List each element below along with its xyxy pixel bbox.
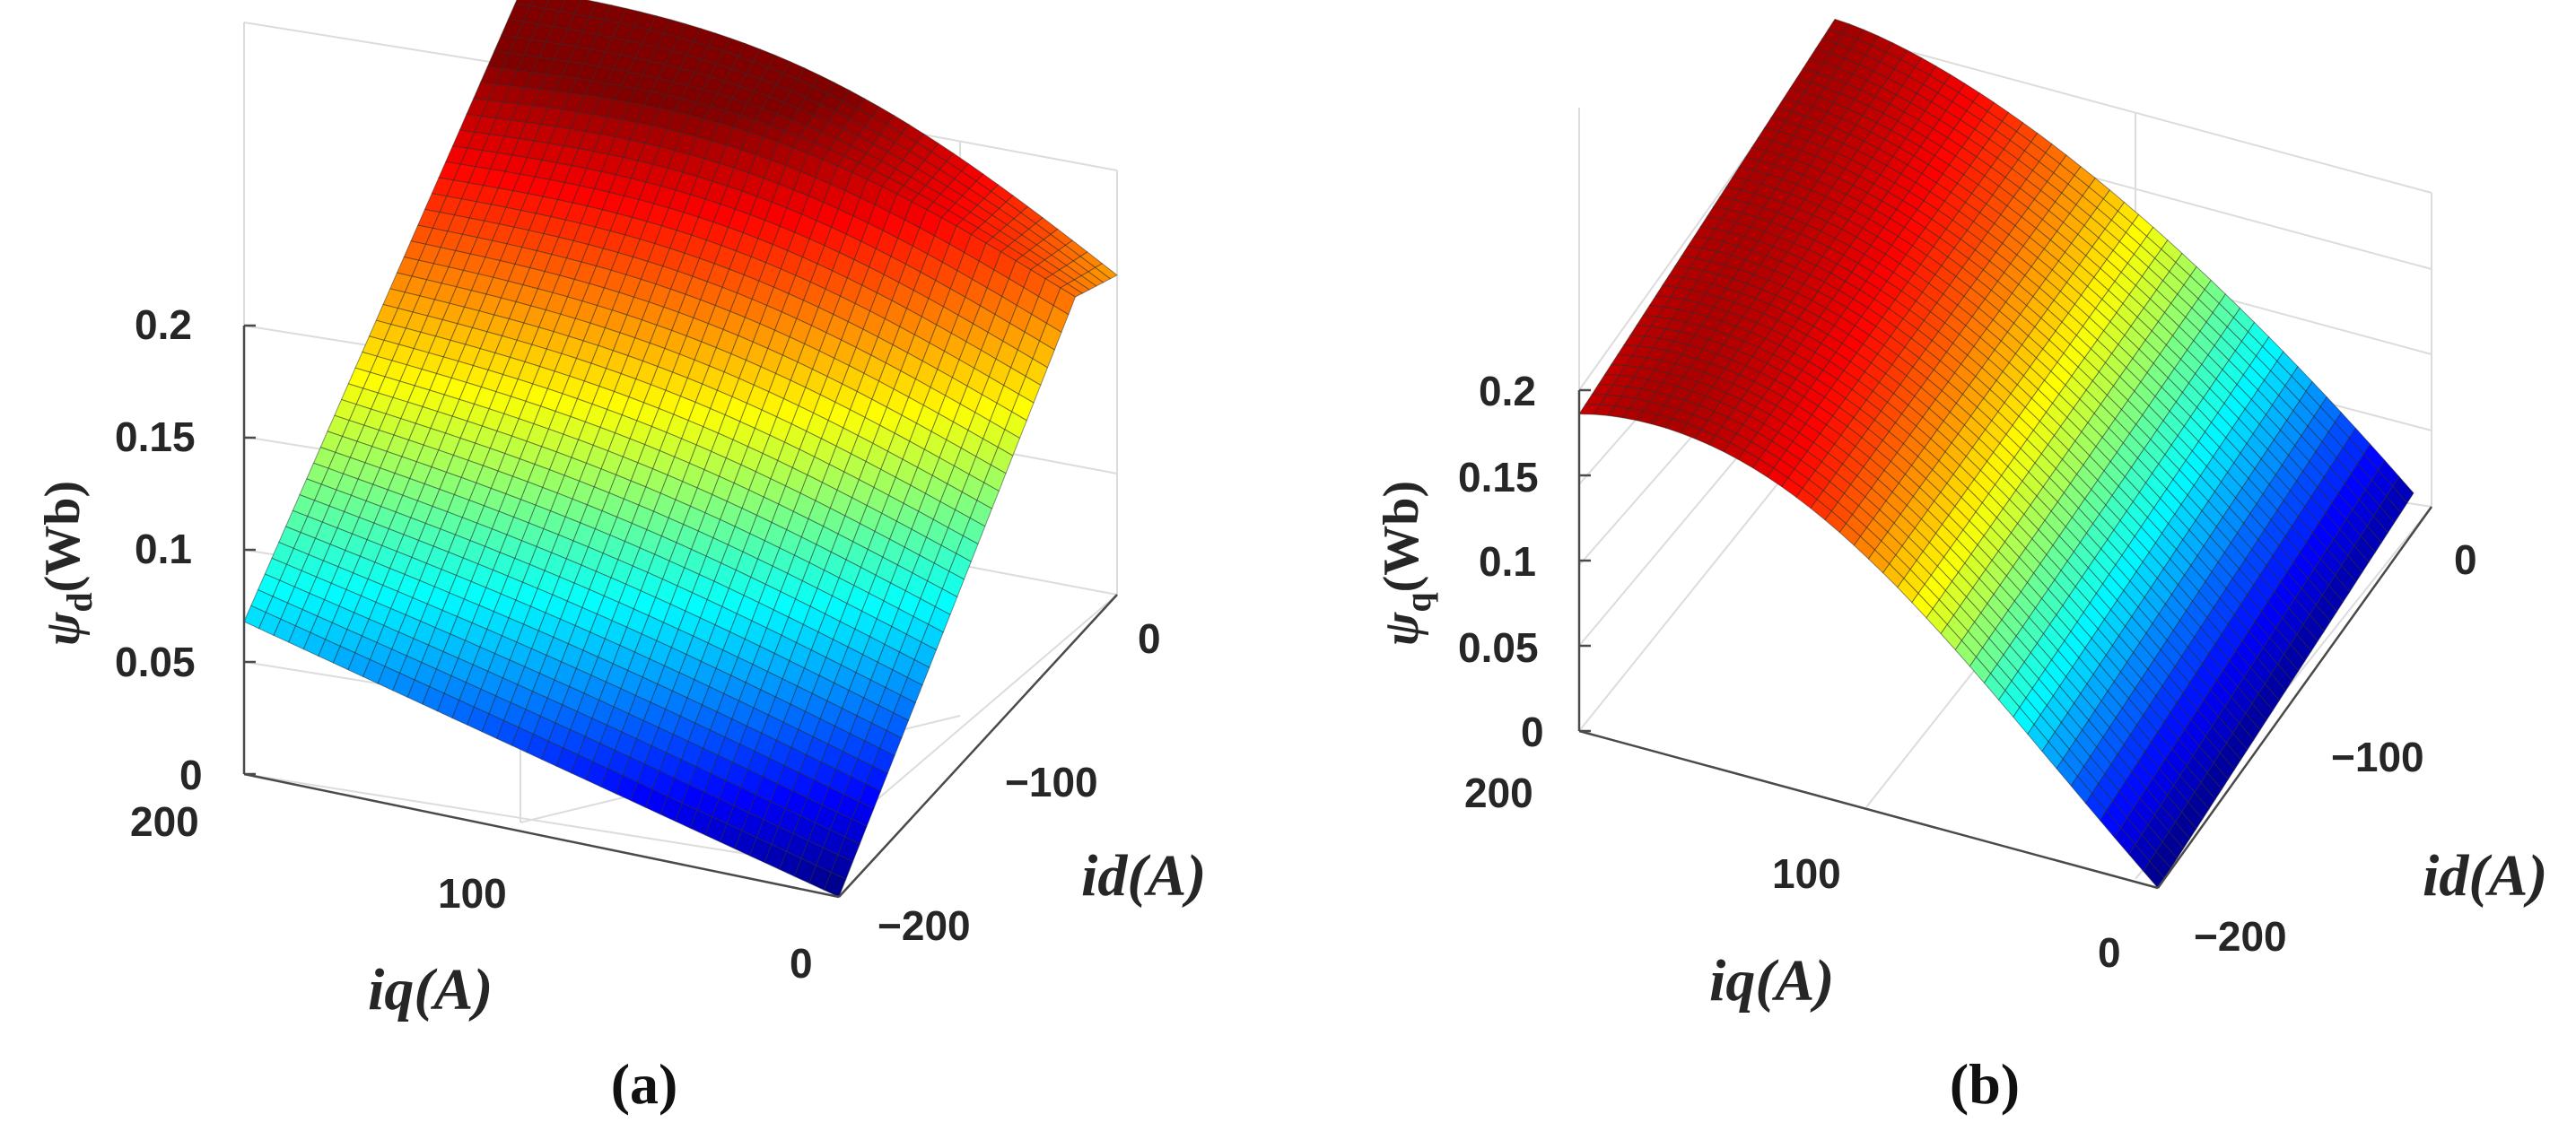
panel-a-z-label: ψd(Wb)	[35, 481, 100, 646]
z-tick-0.15: 0.15	[115, 413, 196, 460]
id-tick-0: 0	[2454, 536, 2477, 583]
id-tick-minus200: −200	[2194, 913, 2287, 960]
panel-b-axes	[1577, 388, 2433, 890]
z-tick-0.15: 0.15	[1458, 454, 1539, 500]
panel-a-psi-d-surface: 0 0.05 0.1 0.15 0.2 200 100 0 0 −100 −20…	[35, 0, 1206, 1116]
panel-b-iq-ticks: 200 100 0	[1464, 770, 2121, 976]
z-tick-0.2: 0.2	[1479, 368, 1536, 414]
svg-text:ψq(Wb): ψq(Wb)	[1374, 481, 1438, 646]
id-tick-minus200: −200	[878, 902, 971, 949]
z-label-subscript: d	[59, 592, 100, 612]
iq-tick-200: 200	[130, 798, 199, 845]
panel-a-surface-mesh	[243, 0, 1118, 898]
z-tick-0.2: 0.2	[135, 301, 192, 348]
z-label-unit: (Wb)	[1374, 481, 1429, 592]
panel-b-z-label: ψq(Wb)	[1374, 481, 1438, 646]
panel-a-id-ticks: 0 −100 −200	[878, 615, 1161, 949]
z-tick-0: 0	[1521, 709, 1544, 755]
z-tick-0.05: 0.05	[115, 639, 196, 685]
z-tick-0.1: 0.1	[135, 526, 192, 572]
z-label-symbol: ψ	[1374, 612, 1429, 646]
iq-tick-0: 0	[790, 940, 813, 987]
z-tick-0: 0	[179, 752, 203, 798]
panel-b-id-label: id(A)	[2423, 843, 2547, 909]
z-tick-0.05: 0.05	[1458, 624, 1539, 671]
panel-a-z-ticks: 0 0.05 0.1 0.15 0.2	[115, 301, 203, 798]
id-tick-minus100: −100	[1005, 759, 1098, 805]
panel-b-caption: (b)	[1950, 1052, 2020, 1116]
z-label-symbol: ψ	[35, 612, 91, 646]
panel-b-id-ticks: 0 −100 −200	[2194, 536, 2477, 960]
z-label-subscript: q	[1398, 592, 1438, 612]
id-tick-0: 0	[1138, 615, 1161, 662]
id-tick-minus100: −100	[2331, 734, 2424, 780]
panel-b-psi-q-surface: 0 0.05 0.1 0.15 0.2 200 100 0 0 −100 −20…	[1374, 18, 2547, 1116]
panel-a-caption: (a)	[611, 1052, 678, 1116]
z-label-unit: (Wb)	[35, 481, 91, 592]
panel-b-surface-mesh	[1578, 18, 2414, 889]
iq-tick-200: 200	[1464, 770, 1533, 816]
iq-tick-0: 0	[2098, 929, 2121, 976]
svg-text:ψd(Wb): ψd(Wb)	[35, 481, 100, 646]
panel-a-id-label: id(A)	[1081, 843, 1206, 909]
panel-a-iq-label: iq(A)	[368, 957, 493, 1023]
iq-tick-100: 100	[438, 870, 507, 917]
surface-patch	[823, 871, 847, 898]
panel-a-iq-ticks: 200 100 0	[130, 798, 813, 987]
panel-a-axes	[242, 324, 1118, 899]
panel-b-z-ticks: 0 0.05 0.1 0.15 0.2	[1458, 368, 1544, 755]
panel-b-iq-label: iq(A)	[1709, 948, 1834, 1014]
iq-tick-100: 100	[1772, 850, 1841, 897]
z-tick-0.1: 0.1	[1479, 538, 1536, 585]
